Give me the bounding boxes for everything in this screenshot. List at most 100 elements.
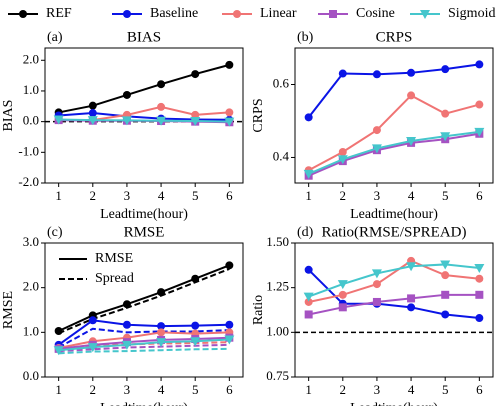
marker [191, 110, 200, 119]
marker [338, 303, 347, 312]
y-tick-label: 1.00 [266, 323, 289, 338]
marker [441, 290, 450, 299]
plot-frame [44, 242, 244, 378]
marker [441, 65, 450, 74]
y-tick-label: 1.0 [23, 323, 39, 338]
marker [337, 155, 348, 165]
marker [337, 280, 348, 290]
y-tick-label: 1.50 [266, 234, 289, 249]
style-legend-label: RMSE [95, 251, 133, 266]
marker [338, 147, 347, 156]
x-tick-label: 2 [340, 382, 347, 397]
panel-label: (c) [47, 225, 63, 240]
series-line [58, 331, 230, 349]
x-axis-title: Leadtime(hour) [350, 401, 438, 406]
x-tick-label: 6 [476, 382, 483, 397]
marker [441, 271, 450, 280]
marker [372, 70, 381, 79]
marker [371, 269, 382, 279]
x-axis-title: Leadtime(hour) [100, 401, 188, 406]
y-tick-label: 1.0 [23, 82, 39, 97]
marker [407, 91, 416, 100]
x-tick-label: 6 [476, 188, 483, 203]
marker [304, 113, 313, 122]
y-axis-title: BIAS [1, 100, 16, 132]
marker [87, 343, 98, 353]
legend-label: REF [46, 6, 72, 21]
spread-line [58, 343, 230, 353]
panel-title: CRPS [376, 29, 413, 45]
marker [121, 340, 132, 350]
marker [338, 69, 347, 78]
marker [372, 297, 381, 306]
x-tick-label: 3 [374, 382, 381, 397]
legend-marker [19, 10, 27, 18]
marker [372, 126, 381, 135]
marker [441, 310, 450, 319]
plot-frame [294, 242, 494, 378]
marker [122, 90, 131, 99]
x-tick-label: 2 [90, 188, 97, 203]
y-axis-title: RMSE [1, 291, 16, 329]
marker [191, 321, 200, 330]
x-tick-label: 5 [192, 188, 199, 203]
x-tick-label: 4 [158, 188, 165, 203]
y-axis-title: Ratio [251, 295, 266, 325]
marker [338, 290, 347, 299]
marker [190, 337, 201, 347]
y-tick-label: 3.0 [23, 234, 39, 249]
x-tick-label: 1 [55, 382, 62, 397]
series-line [58, 319, 230, 346]
marker [225, 60, 234, 69]
x-tick-label: 1 [305, 382, 312, 397]
legend-label: Sigmoid [448, 6, 495, 21]
marker [157, 102, 166, 111]
series-line [308, 259, 480, 303]
y-tick-label: 2.0 [23, 279, 39, 294]
marker [157, 328, 166, 337]
legend-label: Baseline [150, 6, 198, 21]
y-tick-label: 2.0 [23, 51, 39, 66]
series-line [308, 130, 480, 175]
series-line [308, 132, 480, 177]
marker [474, 264, 485, 274]
marker [121, 116, 132, 126]
y-axis-title: CRPS [251, 98, 266, 132]
marker [304, 310, 313, 319]
y-tick-label: -2.0 [18, 174, 39, 189]
marker [441, 109, 450, 118]
marker [371, 144, 382, 154]
x-tick-label: 4 [408, 188, 415, 203]
marker [157, 80, 166, 89]
x-tick-label: 3 [124, 188, 131, 203]
x-tick-label: 5 [442, 382, 449, 397]
panel-title: RMSE [124, 224, 165, 240]
x-tick-label: 4 [408, 382, 415, 397]
legend-marker [329, 10, 337, 18]
marker [475, 314, 484, 323]
plot-frame [294, 47, 494, 184]
marker [191, 70, 200, 79]
x-tick-label: 6 [226, 188, 233, 203]
marker [407, 303, 416, 312]
y-tick-label: 0.0 [23, 113, 39, 128]
y-tick-label: 0.6 [273, 75, 290, 90]
series-line [308, 263, 480, 298]
x-tick-label: 3 [124, 382, 131, 397]
x-tick-label: 3 [374, 188, 381, 203]
plot-frame [44, 47, 244, 184]
x-axis-title: Leadtime(hour) [350, 207, 438, 222]
x-tick-label: 6 [226, 382, 233, 397]
x-tick-label: 4 [158, 382, 165, 397]
legend-marker [123, 10, 131, 18]
x-tick-label: 2 [340, 188, 347, 203]
marker [53, 346, 64, 356]
x-tick-label: 5 [442, 188, 449, 203]
marker [475, 100, 484, 109]
panel-label: (a) [47, 30, 63, 45]
y-tick-label: 0.4 [273, 148, 290, 163]
series-line [308, 293, 480, 316]
marker [304, 265, 313, 274]
series-line [307, 269, 480, 320]
marker [474, 127, 485, 137]
